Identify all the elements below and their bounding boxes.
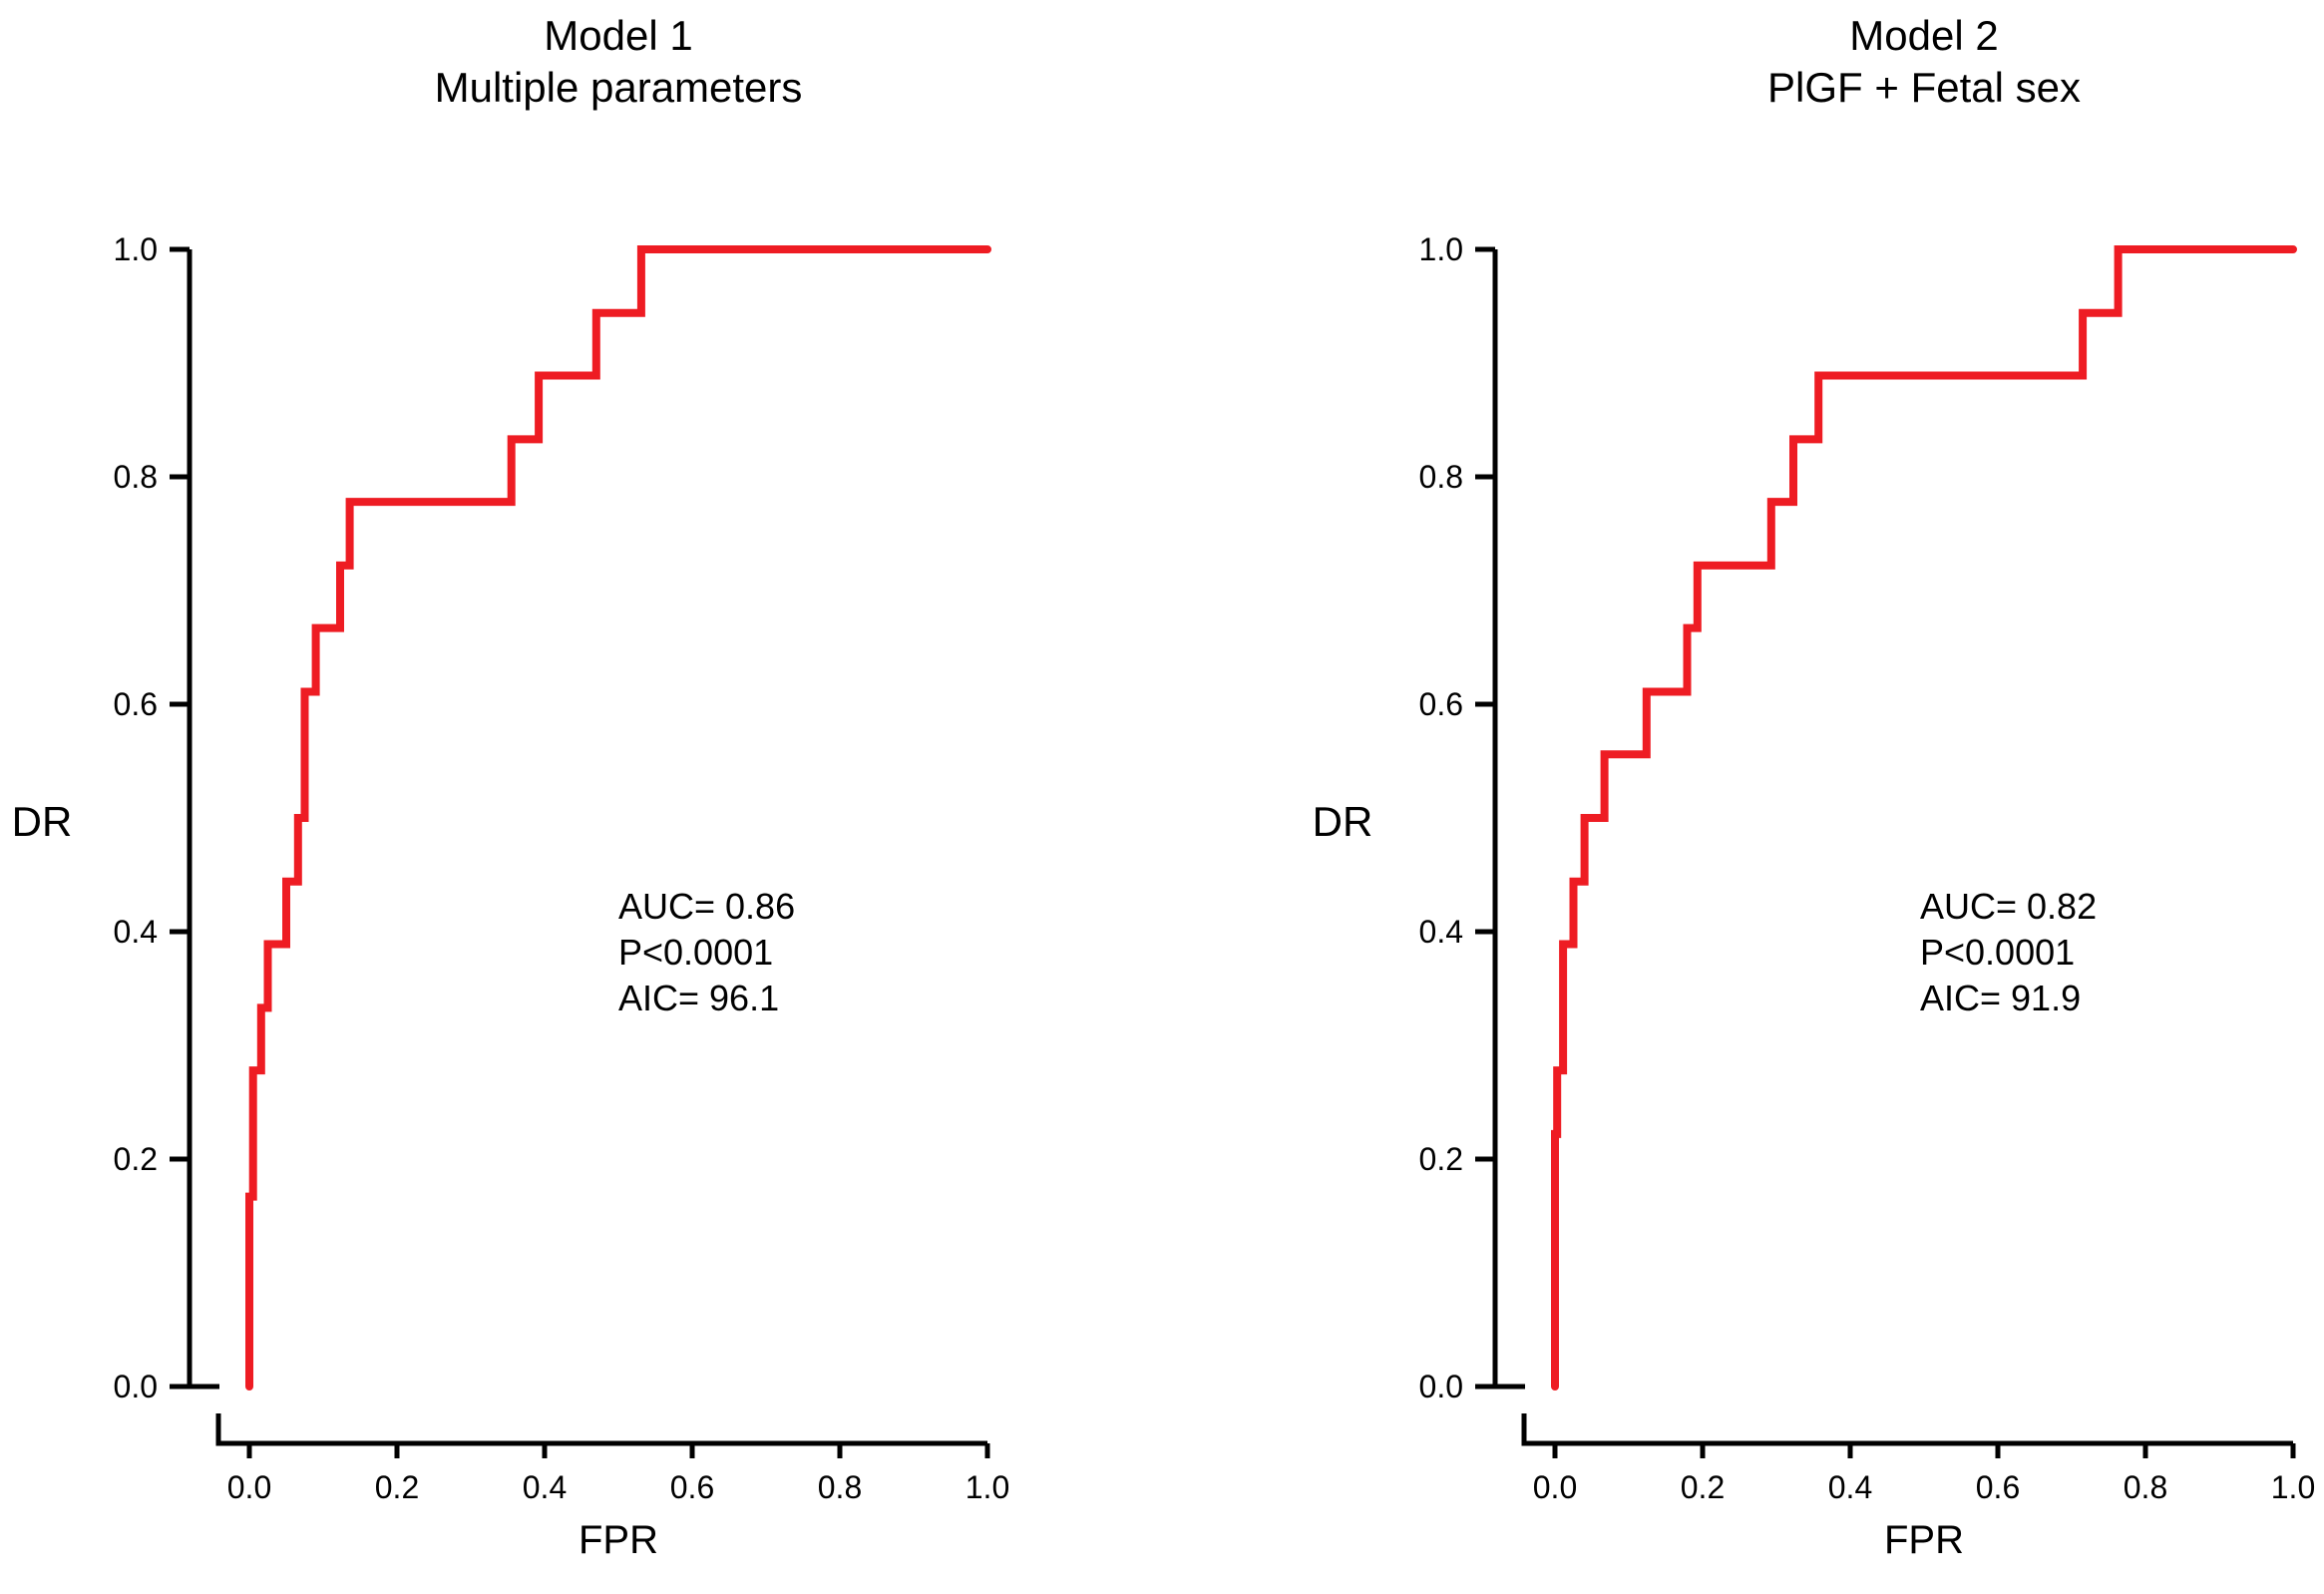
roc-curve [245,245,991,1391]
x-tick-label: 0.2 [1681,1469,1725,1505]
x-tick-label: 0.0 [1533,1469,1577,1505]
x-tick-label: 1.0 [2271,1469,2315,1505]
y-tick-label: 0.0 [114,1369,158,1404]
y-tick-label: 0.8 [114,459,158,495]
title-line-2: Multiple parameters [434,64,803,111]
x-tick-label: 0.6 [1976,1469,2020,1505]
y-axis-line [1492,249,1525,1390]
title-line-1: Model 1 [544,12,693,59]
p-value: P<0.0001 [618,932,774,973]
y-axis-label: DR [1312,798,1373,845]
x-tick-label: 0.8 [818,1469,862,1505]
x-axis-line [215,1413,987,1446]
x-axis-label: FPR [1884,1518,1964,1562]
x-tick-label: 0.2 [375,1469,419,1505]
y-tick-label: 0.4 [114,914,158,950]
auc-value: AUC= 0.86 [618,886,796,927]
y-tick-label: 1.0 [1419,231,1463,267]
x-tick-label: 0.4 [523,1469,567,1505]
x-tick-label: 1.0 [966,1469,1009,1505]
stats-annotation-model-2: AUC= 0.82 P<0.0001 AIC= 91.9 [1920,884,2097,1021]
y-tick-label: 1.0 [114,231,158,267]
title-line-1: Model 2 [1849,12,1999,59]
aic-value: AIC= 96.1 [618,978,780,1018]
y-tick-label: 0.0 [1419,1369,1463,1404]
y-tick-label: 0.6 [1419,686,1463,722]
x-axis-label: FPR [579,1518,658,1562]
x-tick-label: 0.8 [2124,1469,2167,1505]
y-tick-label: 0.6 [114,686,158,722]
x-tick-label: 0.4 [1828,1469,1872,1505]
chart-title-model-1: Model 1 Multiple parameters [239,10,997,114]
x-tick-label: 0.6 [670,1469,714,1505]
x-axis-line [1521,1413,2293,1446]
y-tick-label: 0.8 [1419,459,1463,495]
chart-title-model-2: Model 2 PlGF + Fetal sex [1545,10,2303,114]
aic-value: AIC= 91.9 [1920,978,2082,1018]
y-tick-label: 0.4 [1419,914,1463,950]
p-value: P<0.0001 [1920,932,2076,973]
stats-annotation-model-1: AUC= 0.86 P<0.0001 AIC= 96.1 [618,884,795,1021]
x-tick-label: 0.0 [227,1469,271,1505]
y-tick-label: 0.2 [1419,1141,1463,1177]
y-axis-line [187,249,219,1390]
title-line-2: PlGF + Fetal sex [1767,64,2081,111]
roc-curve [1551,245,2297,1391]
y-tick-label: 0.2 [114,1141,158,1177]
auc-value: AUC= 0.82 [1920,886,2098,927]
y-axis-label: DR [11,798,73,845]
